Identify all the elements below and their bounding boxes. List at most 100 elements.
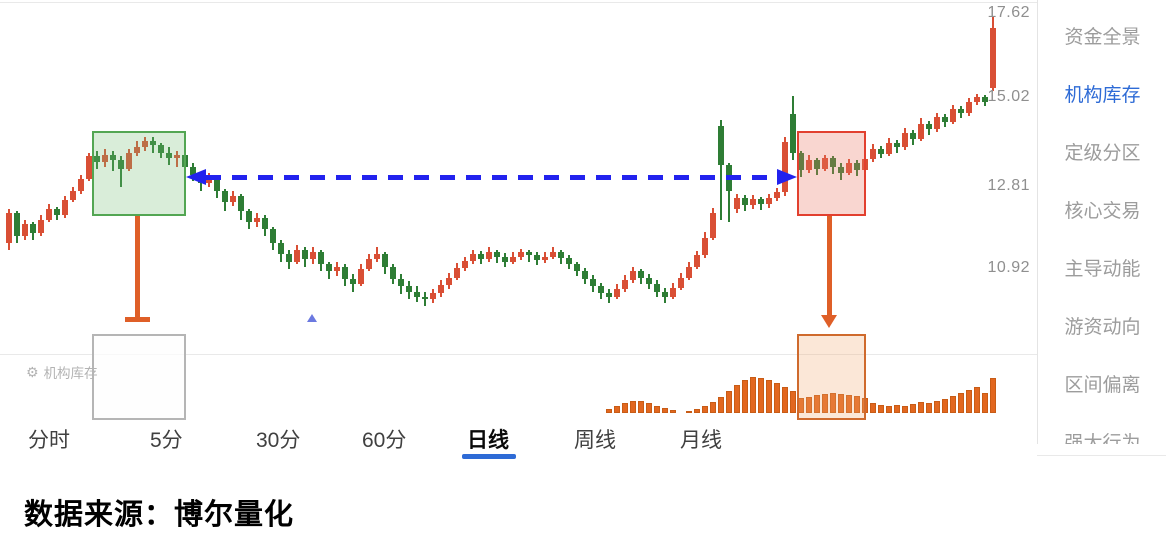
sidebar-item-dingjifenqu[interactable]: 定级分区 [1064, 142, 1141, 164]
candle [150, 140, 156, 145]
candle [638, 271, 644, 278]
inventory-bar [782, 387, 788, 413]
candle [246, 210, 252, 222]
inventory-bar [854, 396, 860, 413]
candle [430, 293, 436, 300]
candle [374, 254, 380, 260]
inventory-bar [790, 391, 796, 413]
tab-weekly[interactable]: 周线 [574, 429, 616, 452]
candle [598, 286, 604, 294]
candle [526, 252, 532, 256]
inventory-bar [878, 405, 884, 413]
candle [662, 291, 668, 297]
candle [838, 166, 844, 173]
candle [438, 284, 444, 294]
candle [14, 213, 20, 236]
candle [390, 266, 396, 279]
annotation-inventory-window-orange [797, 334, 866, 420]
candle [654, 283, 660, 292]
candle [758, 199, 764, 205]
annotation-compare-arrow [186, 168, 797, 186]
candle [470, 254, 476, 262]
candle [966, 102, 972, 114]
arrow-left-head [186, 169, 206, 185]
price-label-4: 10.92 [987, 259, 1030, 276]
sidebar-item-hexinjiaoyi[interactable]: 核心交易 [1064, 200, 1141, 222]
candle [822, 158, 828, 169]
sidebar-item-qujianpianli[interactable]: 区间偏离 [1064, 374, 1141, 396]
sidebar-item-clipped[interactable]: 强大行为 [1064, 432, 1141, 445]
tab-30min[interactable]: 30分 [256, 429, 301, 452]
candle [486, 252, 492, 260]
candle [30, 224, 36, 234]
inventory-bar [654, 406, 660, 413]
candle [942, 117, 948, 122]
candle [462, 261, 468, 268]
candle [614, 288, 620, 297]
candle [574, 264, 580, 272]
candle [422, 296, 428, 300]
candle [846, 163, 852, 173]
candle [238, 195, 244, 211]
candle [310, 252, 316, 260]
tab-5min[interactable]: 5分 [150, 429, 183, 452]
candle [678, 277, 684, 288]
price-label-1: 17.62 [987, 4, 1030, 21]
candle [54, 208, 60, 216]
candle [542, 256, 548, 261]
sidebar-item-youzidongxiang[interactable]: 游资动向 [1064, 316, 1141, 338]
tab-monthly[interactable]: 月线 [680, 429, 722, 452]
candle [334, 266, 340, 272]
inventory-bar [830, 393, 836, 413]
inventory-bar [974, 387, 980, 413]
candle [798, 152, 804, 170]
inventory-bar [638, 401, 644, 413]
tab-daily[interactable]: 日线 [467, 429, 509, 452]
gear-icon[interactable]: ⚙ [26, 364, 39, 380]
candle [734, 197, 740, 209]
candle-wick [120, 156, 122, 188]
inventory-bar [742, 380, 748, 413]
top-border [0, 2, 1037, 3]
candle [902, 133, 908, 148]
inventory-bar [750, 377, 756, 413]
candle [926, 123, 932, 130]
inventory-bar [622, 403, 628, 413]
annotation-small-marker [307, 314, 317, 322]
candle [494, 252, 500, 257]
inventory-bar [902, 406, 908, 413]
candle [830, 158, 836, 167]
candle [518, 252, 524, 257]
sidebar-item-zhudaodongneng[interactable]: 主导动能 [1064, 258, 1141, 280]
candle [750, 199, 756, 206]
candle [478, 254, 484, 260]
annotation-green-zone-pointer [125, 216, 150, 322]
inventory-bar [822, 394, 828, 413]
candle [398, 278, 404, 287]
inventory-bar [934, 401, 940, 413]
inventory-bar [966, 390, 972, 413]
candle [326, 264, 332, 272]
candle [110, 154, 116, 161]
tab-fenshi[interactable]: 分时 [28, 429, 70, 452]
candle [46, 208, 52, 220]
candle [78, 178, 84, 192]
inventory-bar [726, 391, 732, 413]
candle [894, 142, 900, 148]
candle [606, 293, 612, 297]
candle [886, 142, 892, 154]
chart-layer [6, 15, 996, 420]
candle [134, 146, 140, 153]
candle [118, 160, 124, 169]
candle [366, 259, 372, 269]
sidebar-item-zijinquanjing[interactable]: 资金全景 [1064, 26, 1141, 48]
sidebar-item-jigoukucun[interactable]: 机构库存 [1064, 84, 1141, 106]
candle [646, 277, 652, 284]
inventory-bar [846, 395, 852, 413]
candle [254, 217, 260, 222]
candle [158, 144, 164, 153]
candle [918, 123, 924, 139]
inventory-bar [710, 402, 716, 413]
tab-60min[interactable]: 60分 [362, 429, 407, 452]
annotation-red-zone-pointer [821, 216, 837, 328]
